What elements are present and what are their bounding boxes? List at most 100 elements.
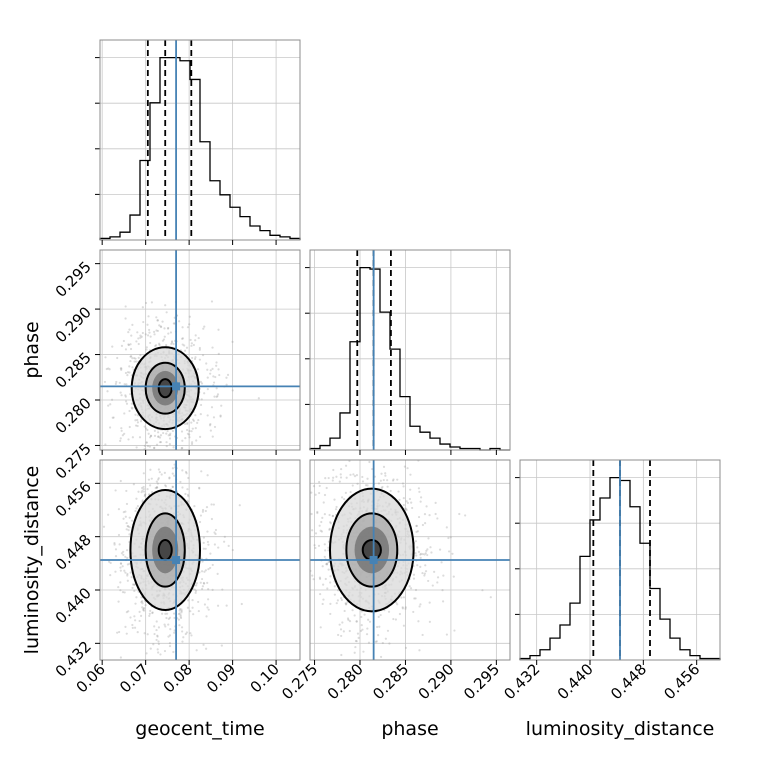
sample-point — [314, 532, 318, 535]
sample-point — [149, 434, 153, 438]
sample-point — [200, 382, 204, 385]
sample-point — [325, 486, 328, 490]
sample-point — [147, 478, 151, 481]
sample-point — [143, 494, 146, 498]
sample-point — [325, 563, 329, 566]
sample-point — [423, 572, 426, 575]
sample-point — [136, 414, 140, 417]
sample-point — [419, 500, 422, 503]
sample-point — [458, 512, 461, 516]
sample-point — [141, 697, 143, 699]
sample-point — [320, 530, 323, 533]
sample-point — [404, 606, 407, 609]
sample-point — [119, 566, 122, 569]
sample-point — [156, 482, 159, 485]
sample-point — [156, 648, 159, 651]
sample-point — [135, 360, 138, 363]
sample-point — [167, 332, 170, 335]
sample-point — [404, 646, 408, 649]
x-tick-label-luminosity_distance: 0.432 — [500, 660, 543, 703]
sample-point — [159, 440, 163, 444]
sample-point — [207, 701, 209, 703]
sample-point — [328, 513, 331, 517]
sample-point — [452, 575, 455, 578]
sample-point — [155, 486, 158, 489]
sample-point — [311, 574, 314, 577]
sample-point — [451, 552, 454, 555]
sample-point — [365, 633, 369, 636]
pair-panel-phase-luminosity_distance — [309, 407, 511, 665]
sample-point — [167, 434, 170, 437]
sample-point — [179, 615, 182, 618]
sample-point — [179, 616, 183, 620]
sample-point — [212, 375, 215, 378]
sample-point — [141, 499, 144, 502]
sample-point — [190, 441, 194, 444]
sample-point — [325, 562, 328, 566]
sample-point — [186, 421, 189, 425]
sample-point — [170, 342, 173, 346]
sample-point — [123, 591, 126, 594]
sample-point — [143, 425, 146, 428]
sample-point — [231, 340, 234, 343]
sample-point — [142, 487, 145, 491]
sample-point — [190, 634, 193, 637]
sample-point — [346, 450, 348, 452]
sample-point — [125, 632, 128, 635]
sample-point — [207, 588, 210, 591]
sample-point — [138, 610, 141, 613]
sample-point — [201, 354, 205, 357]
sample-point — [124, 555, 127, 558]
sample-point — [433, 570, 436, 573]
sample-point — [120, 367, 123, 370]
sample-point — [160, 473, 163, 476]
sample-point — [348, 629, 351, 633]
sample-point — [106, 390, 109, 393]
sample-point — [172, 342, 175, 346]
sample-point — [318, 524, 321, 527]
sample-point — [412, 610, 415, 614]
panel-frame — [99, 249, 301, 451]
sample-point — [149, 341, 152, 345]
sample-point — [202, 547, 205, 550]
sample-point — [155, 443, 159, 446]
sample-point — [194, 427, 197, 430]
sample-point — [341, 407, 343, 409]
sample-point — [169, 460, 171, 462]
sample-point — [368, 460, 371, 464]
sample-point — [156, 451, 158, 453]
sample-point — [155, 486, 158, 489]
sample-point — [162, 338, 166, 341]
sample-point — [207, 543, 210, 546]
sample-point — [338, 480, 341, 483]
sample-point — [204, 569, 207, 572]
sample-point — [205, 615, 208, 618]
sample-point — [345, 602, 348, 605]
sample-point — [169, 331, 173, 334]
sample-point — [125, 489, 128, 493]
sample-point — [173, 616, 176, 620]
y-tick-label-phase: 0.290 — [52, 303, 95, 346]
sample-point — [212, 381, 216, 384]
sample-point — [157, 468, 160, 471]
sample-point — [110, 398, 114, 401]
sample-point — [355, 474, 359, 477]
sample-point — [155, 620, 158, 623]
sample-point — [382, 465, 386, 468]
x-axis-label-luminosity_distance: luminosity_distance — [526, 718, 715, 740]
sample-point — [154, 486, 157, 490]
sample-point — [338, 623, 341, 626]
sample-point — [340, 597, 343, 600]
sample-point — [197, 609, 200, 613]
sample-point — [134, 357, 137, 360]
sample-point — [438, 548, 442, 551]
sample-point — [126, 572, 129, 576]
sample-point — [201, 508, 205, 512]
sample-point — [127, 525, 130, 528]
sample-point — [343, 609, 346, 613]
sample-point — [181, 326, 184, 329]
sample-point — [231, 389, 234, 392]
sample-point — [206, 540, 210, 544]
sample-point — [180, 337, 184, 340]
sample-point — [122, 511, 125, 514]
